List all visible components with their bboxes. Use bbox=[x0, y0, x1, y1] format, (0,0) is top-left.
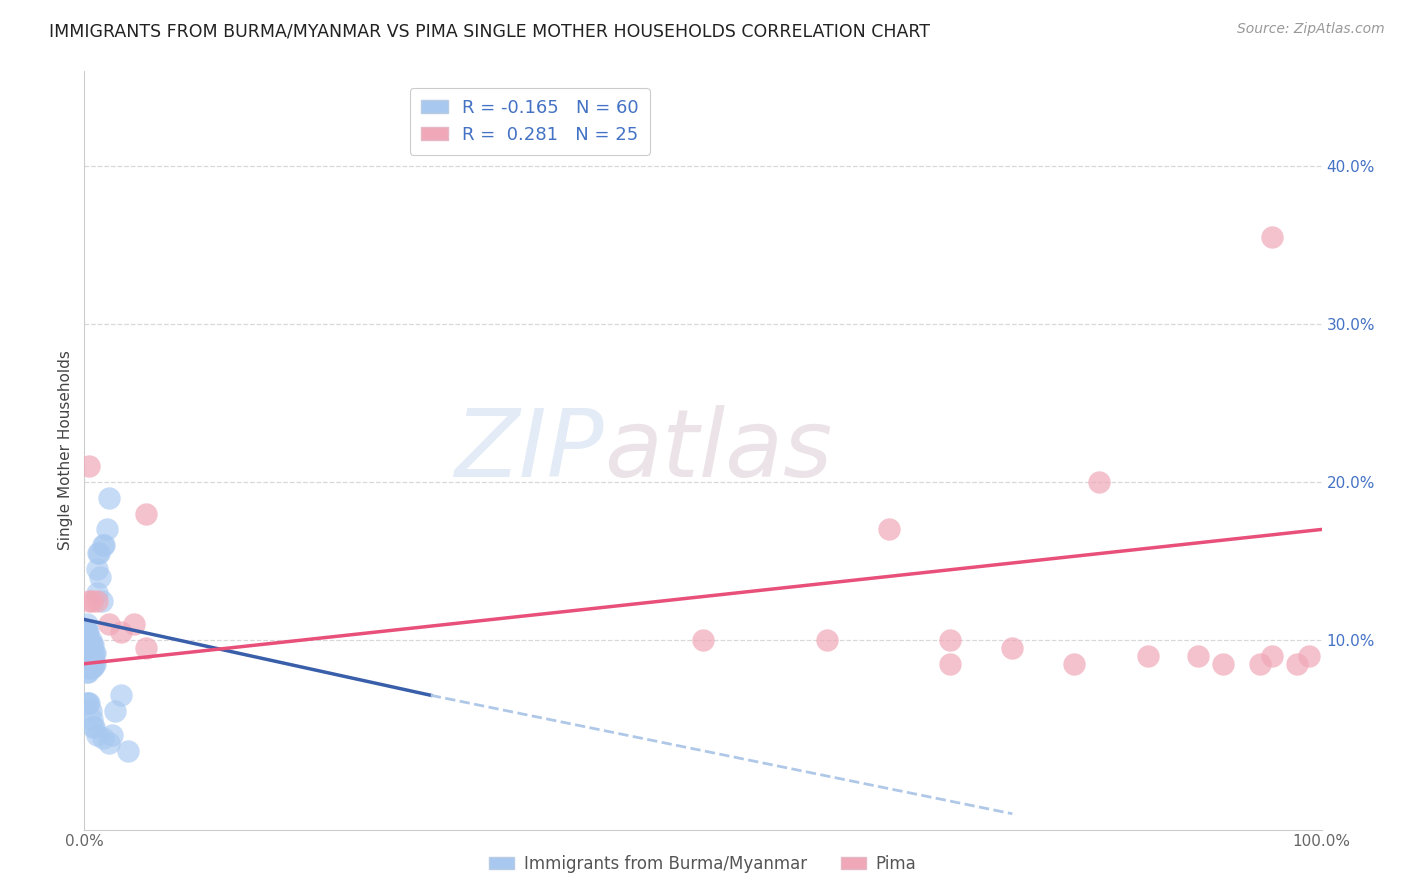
Point bbox=[79, 633, 101, 648]
Point bbox=[98, 617, 121, 632]
Point bbox=[83, 657, 105, 671]
Point bbox=[75, 648, 97, 663]
Legend: Immigrants from Burma/Myanmar, Pima: Immigrants from Burma/Myanmar, Pima bbox=[482, 848, 924, 880]
Point bbox=[89, 570, 111, 584]
Point bbox=[76, 640, 98, 655]
Point bbox=[89, 546, 111, 560]
Point bbox=[83, 646, 105, 660]
Point bbox=[80, 712, 103, 726]
Point bbox=[76, 665, 98, 679]
Text: ZIP: ZIP bbox=[454, 405, 605, 496]
Point bbox=[135, 640, 157, 655]
Point bbox=[86, 593, 108, 607]
Point bbox=[122, 617, 145, 632]
Point bbox=[75, 625, 97, 640]
Point bbox=[1001, 640, 1024, 655]
Point bbox=[1249, 657, 1271, 671]
Point bbox=[110, 625, 132, 640]
Point bbox=[1187, 648, 1209, 663]
Point bbox=[692, 633, 714, 648]
Text: atlas: atlas bbox=[605, 405, 832, 496]
Point bbox=[77, 633, 100, 648]
Point bbox=[83, 720, 105, 734]
Point bbox=[80, 638, 103, 652]
Point bbox=[98, 736, 121, 750]
Point bbox=[76, 696, 98, 710]
Point bbox=[87, 546, 110, 560]
Point bbox=[79, 696, 101, 710]
Point bbox=[77, 665, 100, 679]
Point bbox=[1285, 657, 1308, 671]
Point bbox=[79, 642, 101, 657]
Point bbox=[939, 657, 962, 671]
Point bbox=[82, 660, 104, 674]
Point bbox=[1063, 657, 1085, 671]
Point bbox=[76, 633, 98, 648]
Point bbox=[79, 704, 101, 718]
Text: Source: ZipAtlas.com: Source: ZipAtlas.com bbox=[1237, 22, 1385, 37]
Point bbox=[98, 491, 121, 505]
Point bbox=[93, 538, 115, 552]
Point bbox=[86, 562, 108, 576]
Point bbox=[1298, 648, 1320, 663]
Point bbox=[79, 459, 101, 474]
Point bbox=[79, 633, 101, 648]
Text: IMMIGRANTS FROM BURMA/MYANMAR VS PIMA SINGLE MOTHER HOUSEHOLDS CORRELATION CHART: IMMIGRANTS FROM BURMA/MYANMAR VS PIMA SI… bbox=[49, 22, 931, 40]
Point bbox=[75, 657, 97, 671]
Point bbox=[86, 728, 108, 742]
Point bbox=[104, 704, 127, 718]
Point bbox=[91, 731, 114, 745]
Point bbox=[96, 523, 118, 537]
Point bbox=[75, 640, 97, 655]
Point bbox=[77, 648, 100, 663]
Point bbox=[80, 660, 103, 674]
Point bbox=[1261, 648, 1284, 663]
Point bbox=[80, 648, 103, 663]
Point bbox=[84, 646, 107, 660]
Point bbox=[77, 625, 100, 640]
Point bbox=[76, 617, 98, 632]
Point bbox=[877, 523, 900, 537]
Point bbox=[100, 728, 122, 742]
Point bbox=[76, 648, 98, 663]
Point bbox=[76, 657, 98, 671]
Point bbox=[86, 585, 108, 599]
Point bbox=[90, 593, 112, 607]
Point bbox=[1261, 230, 1284, 244]
Point bbox=[939, 633, 962, 648]
Point bbox=[84, 657, 107, 671]
Point bbox=[80, 593, 103, 607]
Legend: R = -0.165   N = 60, R =  0.281   N = 25: R = -0.165 N = 60, R = 0.281 N = 25 bbox=[411, 88, 650, 154]
Point bbox=[77, 657, 100, 671]
Y-axis label: Single Mother Households: Single Mother Households bbox=[58, 351, 73, 550]
Point bbox=[82, 720, 104, 734]
Point bbox=[79, 642, 101, 657]
Point bbox=[77, 640, 100, 655]
Point bbox=[91, 538, 114, 552]
Point bbox=[79, 661, 101, 675]
Point bbox=[1088, 475, 1111, 489]
Point bbox=[1137, 648, 1160, 663]
Point bbox=[82, 638, 104, 652]
Point bbox=[76, 625, 98, 640]
Point bbox=[110, 688, 132, 702]
Point bbox=[79, 661, 101, 675]
Point bbox=[79, 593, 101, 607]
Point bbox=[75, 633, 97, 648]
Point bbox=[82, 648, 104, 663]
Point bbox=[135, 507, 157, 521]
Point bbox=[1212, 657, 1234, 671]
Point bbox=[117, 743, 139, 757]
Point bbox=[77, 696, 100, 710]
Point bbox=[79, 652, 101, 666]
Point bbox=[79, 652, 101, 666]
Point bbox=[815, 633, 838, 648]
